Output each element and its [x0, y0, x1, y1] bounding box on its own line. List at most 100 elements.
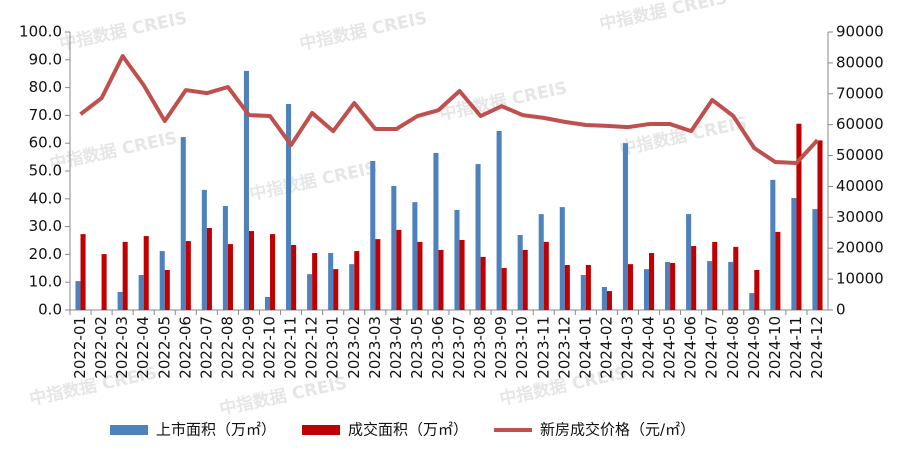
bar: [180, 137, 186, 310]
x-tick-label: 2023-02: [345, 316, 363, 379]
bar: [522, 249, 528, 310]
watermark: 中指数据 CREIS: [248, 157, 379, 205]
watermark: 中指数据 CREIS: [298, 7, 429, 55]
y-tick-label: 70.0: [29, 106, 62, 124]
bar: [286, 104, 292, 310]
x-tick-label: 2023-01: [324, 316, 342, 379]
bar: [643, 269, 650, 310]
bar: [354, 251, 360, 310]
legend-swatch: [110, 425, 148, 435]
x-tick-label: 2022-05: [155, 316, 173, 379]
y-tick-label: 0.0: [38, 301, 62, 319]
bar: [517, 234, 523, 310]
x-tick-label: 2024-04: [640, 316, 658, 379]
bar: [585, 264, 591, 310]
bar: [712, 241, 718, 310]
bar: [433, 152, 439, 310]
bar: [164, 269, 170, 310]
watermark: 中指数据 CREIS: [598, 0, 729, 35]
bar: [543, 241, 549, 310]
bar: [248, 231, 255, 310]
bar: [438, 249, 444, 310]
legend-label: 上市面积（万㎡）: [156, 421, 276, 439]
y2-tick-label: 20000: [836, 239, 884, 257]
y-tick-label: 100.0: [19, 23, 62, 41]
bar: [375, 239, 381, 310]
bar: [559, 207, 565, 310]
x-tick-label: 2024-01: [576, 316, 594, 379]
line: [79, 54, 819, 165]
y-tick-label: 80.0: [29, 78, 62, 96]
y2-tick-label: 70000: [836, 84, 884, 102]
y-tick-label: 50.0: [29, 162, 62, 180]
bar: [396, 229, 402, 310]
y2-tick-label: 40000: [836, 177, 884, 195]
x-tick-label: 2023-04: [387, 316, 405, 379]
x-tick-label: 2023-05: [408, 316, 426, 379]
bar: [270, 234, 276, 310]
x-tick-label: 2023-09: [492, 316, 510, 379]
x-tick-label: 2023-07: [450, 316, 468, 379]
y2-tick-label: 50000: [836, 146, 884, 164]
bar: [812, 209, 818, 310]
bar: [606, 291, 612, 310]
x-tick-label: 2024-10: [766, 316, 784, 379]
x-tick-label: 2023-12: [555, 316, 573, 379]
y-tick-label: 30.0: [29, 217, 62, 235]
y-tick-label: 10.0: [29, 273, 62, 291]
bar: [185, 241, 191, 310]
legend-label: 新房成交价格（元/㎡）: [540, 421, 695, 439]
y2-tick-label: 60000: [836, 115, 884, 133]
x-tick-label: 2023-06: [429, 316, 447, 379]
bar: [580, 274, 586, 310]
x-tick-label: 2024-08: [724, 316, 742, 379]
bar: [475, 164, 481, 310]
bar: [728, 261, 734, 310]
bar: [243, 70, 249, 310]
bar: [454, 209, 460, 310]
x-tick-label: 2024-06: [682, 316, 700, 379]
bar: [564, 264, 570, 310]
y2-tick-label: 80000: [836, 53, 884, 71]
x-tick-label: 2023-10: [513, 316, 531, 379]
bar: [627, 264, 634, 310]
y-tick-label: 20.0: [29, 245, 62, 263]
bar: [80, 234, 86, 310]
bar: [117, 291, 123, 310]
y2-tick-label: 0: [836, 301, 846, 319]
bar: [749, 293, 755, 310]
bar: [307, 274, 313, 310]
watermark: 中指数据 CREIS: [618, 112, 749, 160]
x-tick-label: 2024-11: [787, 316, 805, 379]
y2-tick-label: 90000: [836, 23, 884, 41]
x-tick-label: 2022-06: [176, 316, 194, 379]
watermark: 中指数据 CREIS: [58, 7, 189, 55]
bar: [101, 254, 107, 310]
bar: [122, 241, 128, 310]
bar: [796, 123, 802, 311]
x-tick-label: 2022-02: [92, 316, 110, 379]
watermark: 中指数据 CREIS: [48, 127, 179, 175]
bar: [707, 261, 713, 310]
y2-tick-label: 10000: [836, 270, 884, 288]
bar: [349, 264, 355, 310]
x-tick-label: 2024-07: [703, 316, 721, 379]
bar: [138, 274, 144, 310]
x-tick-label: 2022-12: [303, 316, 321, 379]
bar: [775, 231, 781, 310]
bar: [791, 197, 797, 310]
x-tick-label: 2022-01: [71, 316, 89, 379]
y-tick-label: 90.0: [29, 50, 62, 68]
bar: [770, 179, 776, 310]
bar: [333, 269, 339, 310]
x-tick-label: 2023-03: [366, 316, 384, 379]
bar: [328, 253, 334, 310]
x-tick-label: 2022-10: [261, 316, 279, 379]
bar: [733, 246, 739, 310]
bar: [222, 206, 228, 310]
bar: [370, 160, 376, 310]
bar: [391, 186, 397, 310]
legend-label: 成交面积（万㎡）: [348, 421, 468, 439]
bar: [649, 253, 655, 310]
